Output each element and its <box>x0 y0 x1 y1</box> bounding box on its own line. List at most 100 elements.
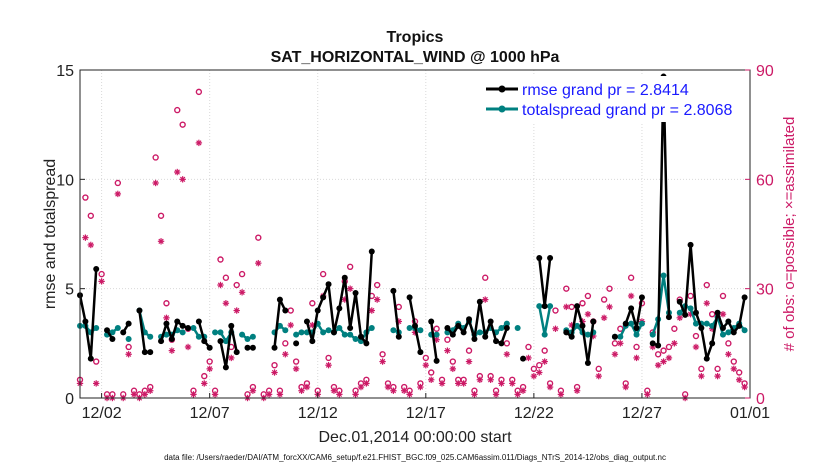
rmse-point <box>325 281 332 288</box>
x-axis-label: Dec.01,2014 00:00:00 start <box>318 429 512 446</box>
rmse-point <box>590 318 597 325</box>
rmse-point <box>628 305 635 312</box>
obs-assimilated-marker <box>147 387 154 394</box>
obs-assimilated-marker <box>730 365 737 373</box>
obs-possible-marker <box>633 343 640 351</box>
obs-possible-marker <box>665 343 673 351</box>
obs-assimilated-marker <box>228 354 235 362</box>
rmse-point <box>568 333 575 340</box>
obs-possible-marker <box>222 274 230 281</box>
obs-possible-marker <box>600 296 608 303</box>
obs-assimilated-marker <box>190 391 197 398</box>
obs-possible-marker <box>698 365 705 373</box>
rmse-point <box>222 364 229 371</box>
rmse-point <box>336 305 343 312</box>
obs-possible-marker <box>703 281 710 289</box>
totalspread-point <box>298 329 305 336</box>
obs-assimilated-marker <box>217 281 224 289</box>
obs-assimilated-marker <box>698 372 705 380</box>
x-tick-label: 12/07 <box>190 405 230 422</box>
totalspread-point <box>719 331 726 338</box>
obs-assimilated-marker <box>417 383 424 391</box>
obs-assimilated-marker <box>152 179 159 187</box>
obs-assimilated-marker <box>168 347 176 354</box>
rmse-point <box>584 360 591 367</box>
y-tick-label: 0 <box>65 391 74 408</box>
rmse-point <box>579 322 586 329</box>
obs-possible-marker <box>195 88 203 96</box>
obs-assimilated-marker <box>82 234 89 241</box>
obs-assimilated-marker <box>714 372 721 380</box>
obs-assimilated-marker <box>346 285 354 292</box>
obs-assimilated-marker <box>741 383 748 391</box>
obs-assimilated-marker <box>692 343 700 351</box>
rmse-point <box>249 344 256 351</box>
rmse-point <box>303 318 310 325</box>
rmse-point <box>460 329 467 336</box>
obs-possible-marker <box>292 358 300 365</box>
obs-assimilated-marker <box>627 292 635 300</box>
obs-assimilated-marker <box>725 351 732 358</box>
rmse-point <box>195 318 202 325</box>
totalspread-point <box>282 327 289 334</box>
y-tick-label: 15 <box>56 63 74 80</box>
obs-assimilated-marker <box>525 354 532 362</box>
totalspread-point <box>703 320 710 327</box>
rmse-point <box>309 338 316 345</box>
obs-assimilated-marker <box>606 303 613 311</box>
rmse-point <box>352 290 359 297</box>
rmse-point <box>341 274 348 281</box>
obs-assimilated-marker <box>238 289 246 296</box>
rmse-point <box>719 325 726 332</box>
obs-assimilated-marker <box>233 307 240 314</box>
obs-assimilated-marker <box>660 358 667 365</box>
obs-possible-marker <box>428 369 435 376</box>
totalspread-point <box>536 303 543 310</box>
obs-possible-marker <box>735 369 743 376</box>
totalspread-point <box>336 325 343 332</box>
rmse-point <box>633 325 640 332</box>
rmse-line <box>392 290 401 337</box>
rmse-point <box>357 333 364 340</box>
obs-assimilated-marker <box>130 391 138 398</box>
totalspread-point <box>503 320 510 327</box>
rmse-point <box>687 241 694 248</box>
obs-possible-marker <box>536 362 543 369</box>
obs-possible-marker <box>660 347 667 354</box>
rmse-point <box>363 340 370 347</box>
rmse-point <box>476 298 483 305</box>
obs-possible-marker <box>541 347 548 354</box>
rmse-point <box>622 320 629 327</box>
rmse-point <box>93 265 100 272</box>
rmse-point <box>104 327 111 334</box>
totalspread-point <box>320 329 327 336</box>
chart-subtitle: SAT_HORIZONTAL_WIND @ 1000 hPa <box>271 49 560 66</box>
rmse-point <box>412 322 418 329</box>
obs-assimilated-marker <box>530 372 538 380</box>
rmse-point <box>655 342 662 349</box>
obs-possible-marker <box>271 362 278 369</box>
obs-assimilated-marker <box>438 380 446 387</box>
rmse-point <box>276 296 283 303</box>
rmse-point <box>185 325 192 332</box>
obs-assimilated-marker <box>157 238 165 245</box>
rmse-point <box>417 349 424 356</box>
obs-assimilated-marker <box>174 168 181 176</box>
rmse-point <box>665 314 672 321</box>
obs-assimilated-marker <box>557 391 565 398</box>
rmse-point <box>611 333 618 340</box>
obs-possible-marker <box>530 365 538 373</box>
totalspread-point <box>222 338 229 345</box>
obs-assimilated-marker <box>654 362 662 369</box>
obs-assimilated-marker <box>276 391 284 398</box>
rmse-point <box>563 329 570 336</box>
obs-assimilated-marker <box>93 380 100 387</box>
obs-assimilated-marker <box>514 391 521 398</box>
totalspread-point <box>433 331 440 338</box>
rmse-point <box>136 307 143 314</box>
rmse-line <box>219 324 238 369</box>
obs-assimilated-marker <box>400 387 408 394</box>
totalspread-point <box>217 329 224 336</box>
obs-assimilated-marker <box>141 391 149 398</box>
